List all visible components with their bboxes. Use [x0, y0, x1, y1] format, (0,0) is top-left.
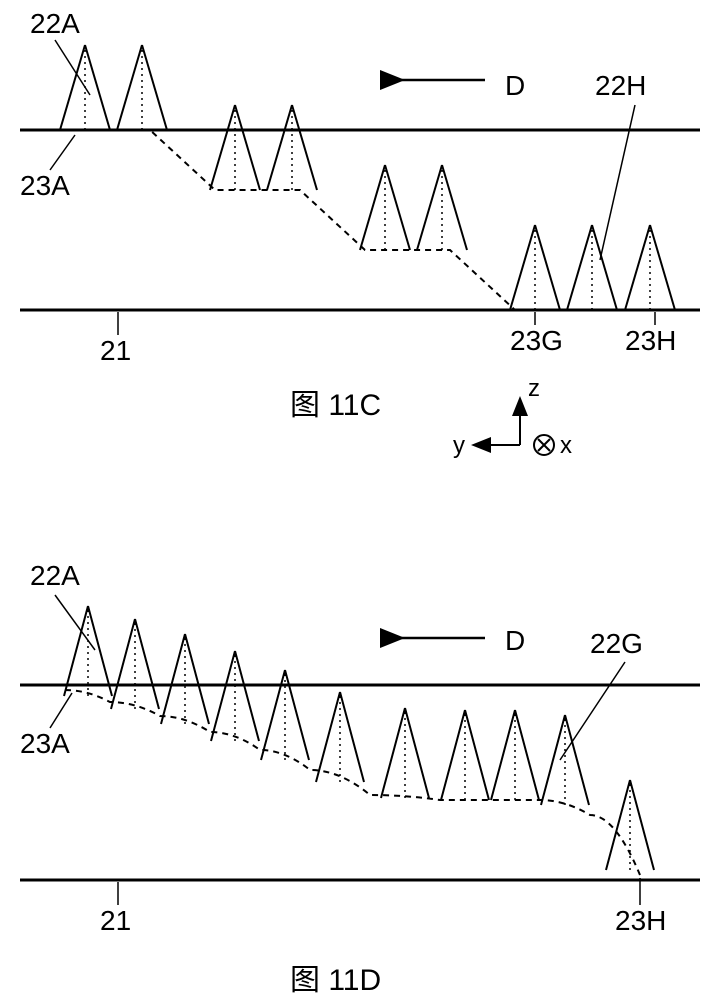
svg-text:y: y	[453, 432, 465, 459]
label-23H: 23H	[615, 905, 666, 937]
label-22A: 22A	[30, 560, 80, 592]
label-22G: 22G	[590, 628, 643, 660]
label-D: D	[505, 70, 525, 102]
svg-text:z: z	[528, 375, 540, 402]
label-22A: 22A	[30, 8, 80, 40]
label-23H: 23H	[625, 325, 676, 357]
label-22H: 22H	[595, 70, 646, 102]
label-D: D	[505, 625, 525, 657]
label-23A: 23A	[20, 728, 70, 760]
label-23G: 23G	[510, 325, 563, 357]
diagram-svg: z y x	[0, 0, 727, 1000]
label-图 11C: 图 11C	[290, 380, 381, 424]
label-21: 21	[100, 335, 131, 367]
diagram-container: { "figureC": { "type": "diagram", "capti…	[0, 0, 727, 1000]
label-图 11D: 图 11D	[290, 955, 381, 999]
svg-text:x: x	[560, 432, 572, 459]
label-21: 21	[100, 905, 131, 937]
label-23A: 23A	[20, 170, 70, 202]
